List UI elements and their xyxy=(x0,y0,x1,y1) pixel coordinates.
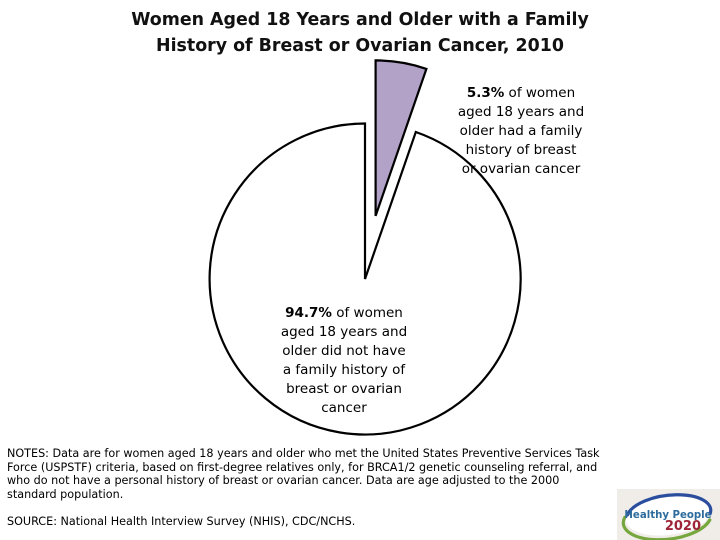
healthy-people-2020-logo: Healthy People 2020 xyxy=(617,489,720,540)
chart-title: Women Aged 18 Years and Older with a Fam… xyxy=(131,10,589,56)
notes-text: NOTES: Data are for women aged 18 years … xyxy=(7,447,600,502)
logo-blue-swoosh-icon xyxy=(625,493,713,517)
logo-ellipse xyxy=(626,496,710,536)
small-slice-text: of women aged 18 years and older had a f… xyxy=(457,85,585,177)
pie-slice-small xyxy=(374,59,428,217)
large-slice-percent: 94.7% xyxy=(285,305,332,321)
callout-large-slice: 94.7% of women aged 18 years and older d… xyxy=(266,285,422,418)
large-slice-text: of women aged 18 years and older did not… xyxy=(280,305,408,416)
logo-year: 2020 xyxy=(665,519,701,534)
pie-slice-large xyxy=(208,122,522,436)
source-text: SOURCE: National Health Interview Survey… xyxy=(7,515,356,528)
small-slice-percent: 5.3% xyxy=(466,85,505,101)
logo-title: Healthy People xyxy=(624,510,711,521)
callout-small-slice: 5.3% of women aged 18 years and older ha… xyxy=(443,65,599,179)
